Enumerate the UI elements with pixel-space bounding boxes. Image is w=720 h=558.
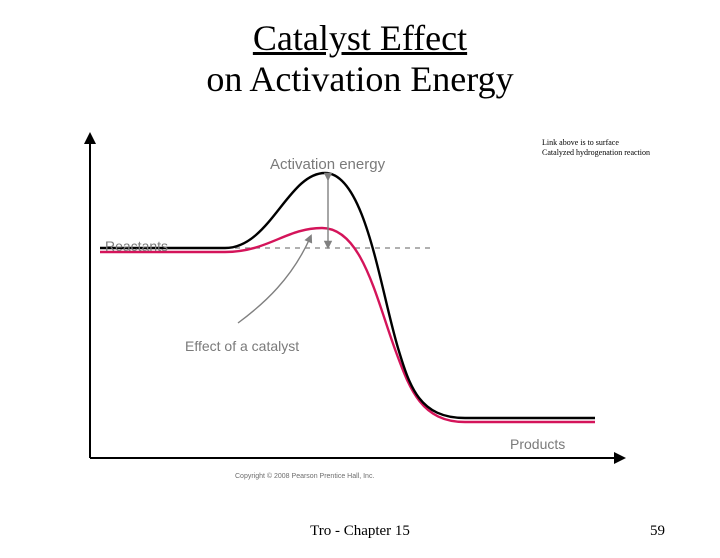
footer-chapter: Tro - Chapter 15 [0,523,720,540]
label-reactants: Reactants [105,238,168,254]
slide-title: Catalyst Effect on Activation Energy [0,18,720,101]
label-products: Products [510,436,565,452]
title-line1: Catalyst Effect [253,18,467,58]
title-line2: on Activation Energy [206,59,513,99]
energy-diagram: Activation energy Reactants Effect of a … [70,128,640,498]
label-activation-energy: Activation energy [270,156,385,173]
page-number: 59 [650,523,665,540]
diagram-copyright: Copyright © 2008 Pearson Prentice Hall, … [235,473,374,480]
label-effect-catalyst: Effect of a catalyst [185,338,299,354]
